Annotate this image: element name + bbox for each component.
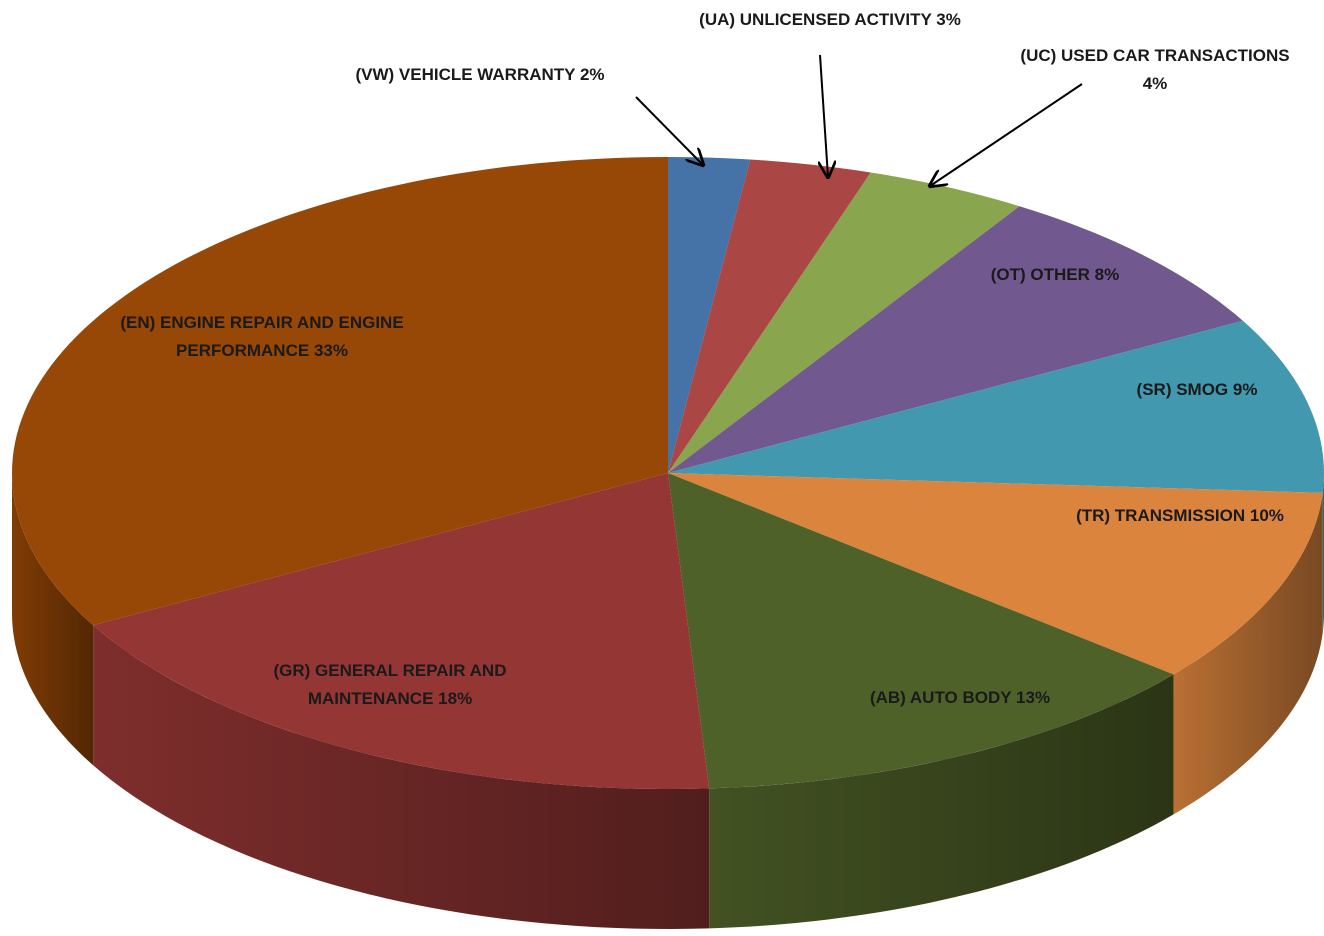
pie-slice [93,473,710,789]
category-label: (UA) UNLICENSED ACTIVITY [699,10,932,29]
slice-side [93,625,710,929]
pie-sides [12,473,1324,929]
category-label: (SR) SMOG [1136,380,1229,399]
slice-side [12,473,94,766]
data-label: (EN) ENGINE REPAIR AND ENGINE PERFORMANC… [117,309,407,365]
slice-side [709,674,1174,929]
data-label: (UA) UNLICENSED ACTIVITY 3% [699,6,961,34]
pie-slice [668,159,871,473]
value-label: 2% [579,65,605,84]
category-label: (VW) VEHICLE WARRANTY [355,65,576,84]
leader-arrow [930,83,1083,186]
data-label: (OT) OTHER 8% [991,261,1119,289]
leader-arrow [635,96,703,165]
data-label: (SR) SMOG 9% [1137,376,1258,404]
category-label: (GR) GENERAL REPAIR AND MAINTENANCE [273,661,507,708]
category-label: (OT) OTHER [990,265,1090,284]
data-label: (UC) USED CAR TRANSACTIONS 4% [1020,42,1289,98]
value-label: 8% [1094,265,1120,284]
category-label: (AB) AUTO BODY [869,688,1012,707]
data-label: (TR) TRANSMISSION 10% [1076,502,1284,530]
pie-slice [668,473,1174,789]
category-label: (TR) TRANSMISSION [1076,506,1246,525]
category-label: (UC) USED CAR TRANSACTIONS [1020,46,1290,65]
data-label: (VW) VEHICLE WARRANTY 2% [355,61,604,89]
value-label: 9% [1232,380,1258,399]
value-label: 33% [313,341,348,360]
data-label: (GR) GENERAL REPAIR AND MAINTENANCE 18% [250,657,530,713]
data-label: (AB) AUTO BODY 13% [870,684,1050,712]
pie-slice [668,172,1020,474]
pie-slice [668,473,1323,675]
value-label: 13% [1016,688,1051,707]
pie-slice [668,157,751,473]
leader-arrow [820,54,828,177]
category-label: (EN) ENGINE REPAIR AND ENGINE PERFORMANC… [120,313,404,360]
value-label: 3% [936,10,961,29]
pie-tops [12,157,1324,789]
pie-slice [12,157,669,626]
pie-slice [668,206,1243,473]
value-label: 4% [1142,74,1168,93]
value-label: 18% [438,689,473,708]
slice-side [1173,492,1323,815]
pie-slice [668,320,1324,493]
value-label: 10% [1249,506,1284,525]
